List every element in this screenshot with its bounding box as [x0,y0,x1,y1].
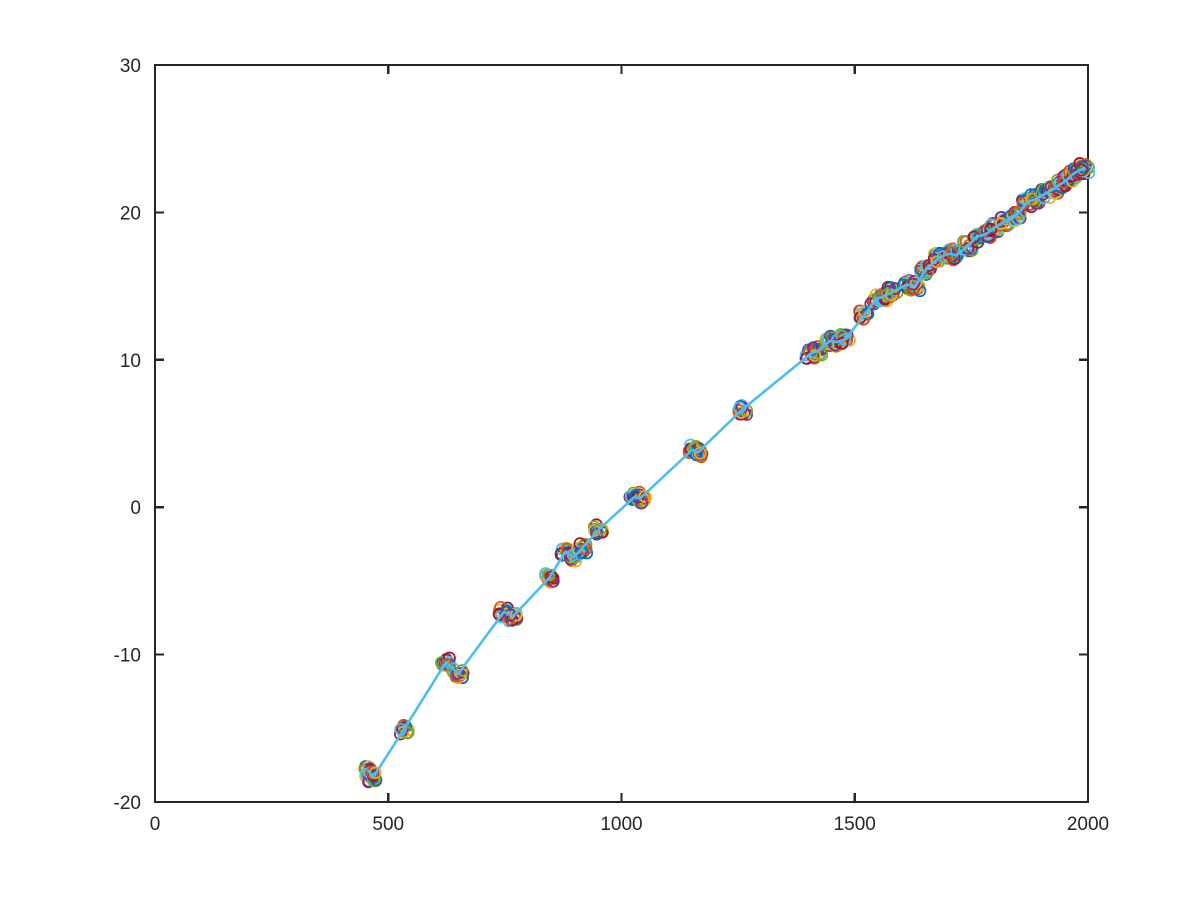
data-point-marker [396,725,410,739]
data-point-marker [945,246,959,260]
data-point-marker [835,337,849,350]
data-point-marker [984,222,998,236]
x-tick-label: 2000 [1067,814,1109,835]
data-point-marker [815,348,829,362]
data-series-line [366,166,1086,779]
data-point-marker [594,522,607,536]
y-tick-label: 20 [120,203,141,224]
data-point-marker [906,282,920,296]
data-point-marker [857,312,870,326]
y-tick-label: 0 [130,498,141,519]
y-tick-label: -10 [114,646,141,667]
y-tick-label: 30 [120,56,141,77]
data-point-marker [880,288,894,302]
x-tick-label: 500 [372,814,404,835]
x-tick-label: 1000 [600,814,642,835]
data-point-marker [693,446,707,460]
data-point-marker [858,305,871,318]
y-axis: -20 -10 0 10 20 30 [114,56,1088,814]
axes-box [153,63,1090,804]
data-point-marker [1075,160,1089,174]
x-tick-label: 0 [150,814,161,835]
data-point-marker [638,490,652,503]
y-tick-label: -20 [114,793,141,814]
data-markers [358,157,1096,789]
x-axis: 0 500 1000 1500 2000 [150,65,1109,835]
y-tick-label: 10 [120,351,141,372]
data-point-marker [913,284,927,298]
data-point-marker [544,570,558,584]
data-point-marker [440,658,454,672]
x-tick-label: 1500 [834,814,876,835]
